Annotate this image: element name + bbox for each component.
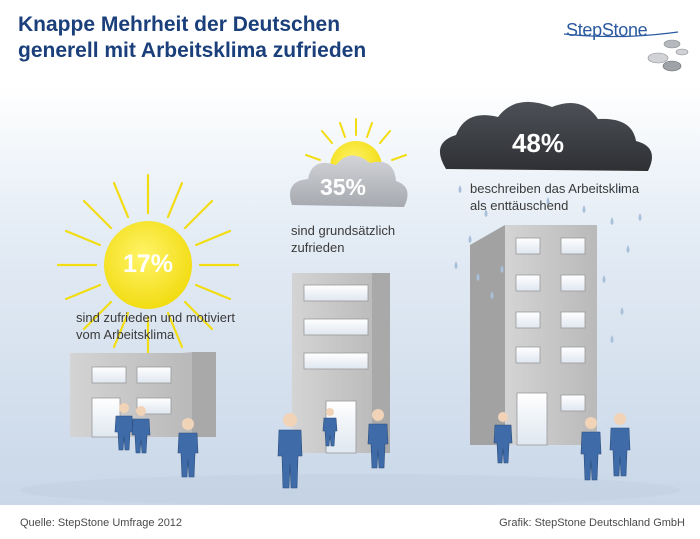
cloud-sun-icon [290,118,408,207]
title-line-2: generell mit Arbeitsklima zufrieden [18,39,367,62]
person [609,413,631,477]
caption-2-line-2: zufrieden [291,240,345,255]
caption-3: beschreiben das Arbeitsklima als enttäus… [470,180,660,214]
building-3 [470,225,597,446]
ground-shadow [20,474,680,505]
stepstone-logo: StepStone [560,10,690,80]
illustration-scene [0,85,700,505]
person [367,409,389,469]
caption-1-line-2: vom Arbeitsklima [76,327,175,342]
caption-3-line-2: als enttäuschend [470,198,569,213]
source-note: Quelle: StepStone Umfrage 2012 [20,517,183,529]
sun-icon [56,173,240,357]
logo-stones-icon [563,31,689,72]
person [177,418,199,478]
caption-2-line-1: sind grundsätzlich [291,223,396,238]
graphic-credit: Grafik: StepStone Deutschland GmbH [499,517,685,529]
person [114,403,134,451]
caption-1: sind zufrieden und motiviert vom Arbeits… [76,309,276,343]
page-title: Knappe Mehrheit der Deutschen generell m… [18,12,538,64]
title-line-1: Knappe Mehrheit der Deutschen [18,13,341,36]
percent-value-1: 17% [122,250,174,278]
percent-value-2: 35% [319,174,367,200]
person [580,417,602,481]
building-2 [292,273,390,454]
rain-cloud-icon [439,101,652,343]
person [277,413,303,489]
caption-3-line-1: beschreiben das Arbeitsklima [470,181,640,196]
people [114,403,631,489]
logo-text: StepStone [566,20,648,40]
percent-value-3: 48% [511,128,565,158]
person [131,406,151,454]
caption-2: sind grundsätzlich zufrieden [291,222,431,256]
person [493,412,513,464]
person [322,408,338,447]
caption-1-line-1: sind zufrieden und motiviert [76,310,235,325]
